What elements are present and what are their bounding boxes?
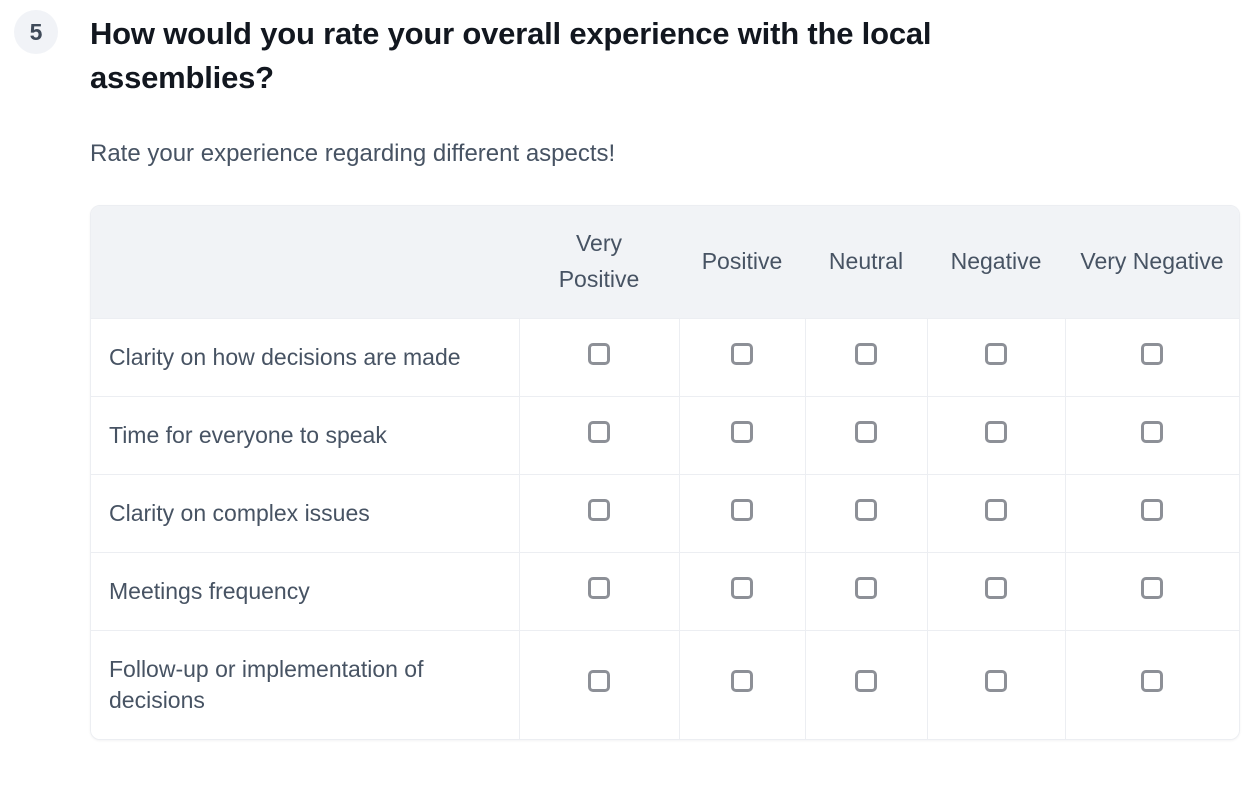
- checkbox[interactable]: [985, 420, 1007, 443]
- matrix-cell: [1064, 551, 1239, 631]
- survey-question-block: 5 How would you rate your overall experi…: [14, 10, 1240, 740]
- question-number-badge: 5: [14, 10, 58, 54]
- row-label: Clarity on how decisions are made: [91, 317, 519, 397]
- matrix-cell: [804, 395, 927, 475]
- checkbox[interactable]: [985, 670, 1007, 693]
- row-label: Follow-up or implementation of decisions: [91, 629, 519, 739]
- question-subtitle: Rate your experience regarding different…: [90, 140, 616, 168]
- row-label: Time for everyone to speak: [91, 395, 519, 475]
- matrix-cell: [926, 551, 1065, 631]
- checkbox[interactable]: [1141, 498, 1164, 521]
- table-row: Follow-up or implementation of decisions: [91, 629, 1239, 739]
- matrix-cell: [804, 551, 927, 631]
- checkbox[interactable]: [588, 576, 610, 599]
- checkbox[interactable]: [731, 342, 753, 365]
- matrix-cell: [678, 551, 805, 631]
- checkbox[interactable]: [588, 420, 610, 443]
- matrix-cell: [926, 395, 1065, 475]
- matrix-cell: [518, 551, 679, 631]
- column-header: Neutral: [805, 206, 927, 319]
- checkbox[interactable]: [1141, 576, 1164, 599]
- checkbox[interactable]: [855, 576, 877, 599]
- matrix-body: Clarity on how decisions are made Time fo…: [91, 317, 1239, 739]
- table-row: Clarity on how decisions are made: [91, 317, 1239, 397]
- row-label: Clarity on complex issues: [91, 473, 519, 553]
- checkbox[interactable]: [731, 420, 753, 443]
- matrix-cell: [804, 473, 927, 553]
- checkbox[interactable]: [588, 342, 610, 365]
- matrix-cell: [678, 317, 805, 397]
- matrix-cell: [1064, 317, 1239, 397]
- checkbox[interactable]: [588, 670, 610, 693]
- matrix-cell: [518, 395, 679, 475]
- matrix-cell: [678, 473, 805, 553]
- checkbox[interactable]: [855, 670, 877, 693]
- matrix-cell: [804, 629, 927, 739]
- matrix-cell: [678, 395, 805, 475]
- checkbox[interactable]: [1141, 342, 1164, 365]
- table-row: Clarity on complex issues: [91, 473, 1239, 553]
- question-number: 5: [29, 18, 43, 45]
- matrix-header-row: Very Positive Positive Neutral Negative Very…: [91, 206, 1239, 319]
- matrix-table-container: Very Positive Positive Neutral Negative Very…: [90, 205, 1240, 740]
- matrix-cell: [926, 473, 1065, 553]
- checkbox[interactable]: [1141, 670, 1164, 693]
- matrix-cell: [1064, 473, 1239, 553]
- checkbox[interactable]: [731, 498, 753, 521]
- table-row: Time for everyone to speak: [91, 395, 1239, 475]
- question-title: How would you rate your overall experien…: [90, 16, 932, 96]
- checkbox[interactable]: [588, 498, 610, 521]
- checkbox[interactable]: [855, 420, 877, 443]
- checkbox[interactable]: [731, 576, 753, 599]
- row-label: Meetings frequency: [91, 551, 519, 631]
- column-header: Negative: [927, 206, 1065, 319]
- matrix-cell: [518, 317, 679, 397]
- matrix-cell: [926, 317, 1065, 397]
- matrix-cell: [1064, 629, 1239, 739]
- checkbox[interactable]: [985, 576, 1007, 599]
- matrix-cell: [678, 629, 805, 739]
- matrix-cell: [518, 629, 679, 739]
- table-row: Meetings frequency: [91, 551, 1239, 631]
- column-header: Very Negative: [1065, 206, 1239, 319]
- matrix-cell: [518, 473, 679, 553]
- checkbox[interactable]: [855, 342, 877, 365]
- checkbox[interactable]: [1141, 420, 1164, 443]
- checkbox[interactable]: [855, 498, 877, 521]
- column-header: Positive: [679, 206, 805, 319]
- checkbox[interactable]: [985, 342, 1007, 365]
- checkbox[interactable]: [985, 498, 1007, 521]
- column-header: Very Positive: [519, 206, 679, 319]
- checkbox[interactable]: [731, 670, 753, 693]
- matrix-cell: [926, 629, 1065, 739]
- matrix-cell: [804, 317, 927, 397]
- matrix-cell: [1064, 395, 1239, 475]
- matrix-table: Very Positive Positive Neutral Negative Very…: [91, 206, 1239, 739]
- matrix-corner-cell: [91, 206, 519, 319]
